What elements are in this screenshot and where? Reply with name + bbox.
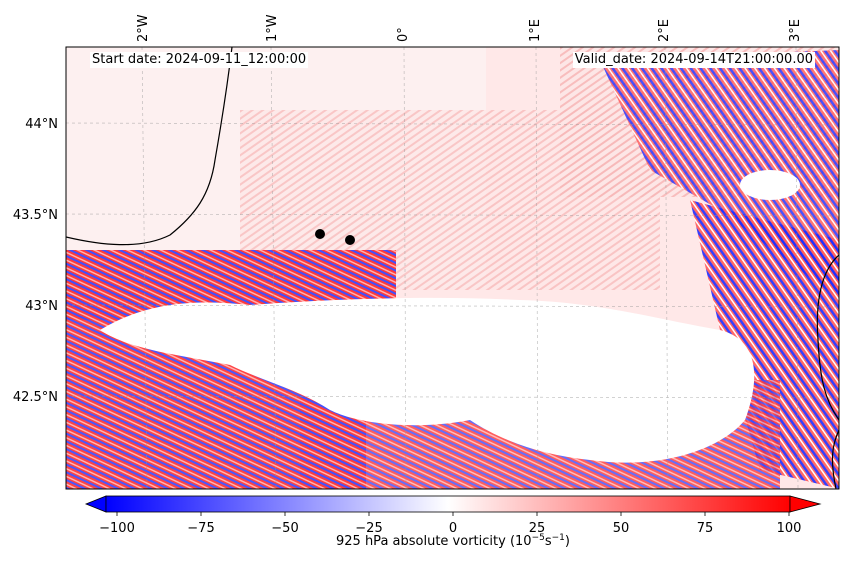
colorbar-gradient	[105, 495, 791, 513]
colorbar-tick-7: 75	[697, 521, 714, 536]
map-frame	[65, 46, 840, 490]
lat-label-43n: 43°N	[25, 299, 58, 314]
latitude-labels: 44°N 43.5°N 43°N 42.5°N	[13, 117, 58, 405]
lon-label-2e: 2°E	[657, 19, 672, 42]
colorbar-tick-4: 0	[449, 521, 457, 536]
lon-label-0: 0°	[396, 27, 411, 42]
start-date-label: Start date: 2024-09-11_12:00:00	[90, 52, 309, 68]
colorbar-tick-8: 100	[777, 521, 802, 536]
lat-label-43-5n: 43.5°N	[13, 208, 58, 223]
colorbar-label: 925 hPa absolute vorticity (10−5s−1)	[336, 533, 570, 549]
colorbar-tick-0: −100	[99, 521, 135, 536]
colorbar-extend-max	[789, 495, 822, 513]
lon-label-3e: 3°E	[788, 19, 803, 42]
colorbar-tick-2: −50	[271, 521, 298, 536]
colorbar-extend-min	[84, 495, 107, 513]
lon-label-2w: 2°W	[136, 14, 151, 42]
colorbar-tick-5: 25	[529, 521, 546, 536]
graticule	[66, 47, 839, 489]
colorbar: −100 −75 −50 −25 0 25 50 75 100 925 hPa …	[84, 495, 822, 549]
station-marker-2	[345, 235, 355, 245]
colorbar-tick-6: 50	[613, 521, 630, 536]
station-markers	[315, 229, 355, 245]
lat-label-42-5n: 42.5°N	[13, 390, 58, 405]
longitude-labels: 2°W 1°W 0° 1°E 2°E 3°E	[136, 14, 803, 42]
lon-label-1w: 1°W	[265, 14, 280, 42]
valid-date-label: Valid_date: 2024-09-14T21:00:00.00	[572, 52, 815, 68]
colorbar-tick-1: −75	[187, 521, 214, 536]
station-marker-1	[315, 229, 325, 239]
vorticity-field	[66, 47, 839, 489]
lon-label-1e: 1°E	[528, 19, 543, 42]
colorbar-tick-3: −25	[355, 521, 382, 536]
lat-label-44n: 44°N	[25, 117, 58, 132]
